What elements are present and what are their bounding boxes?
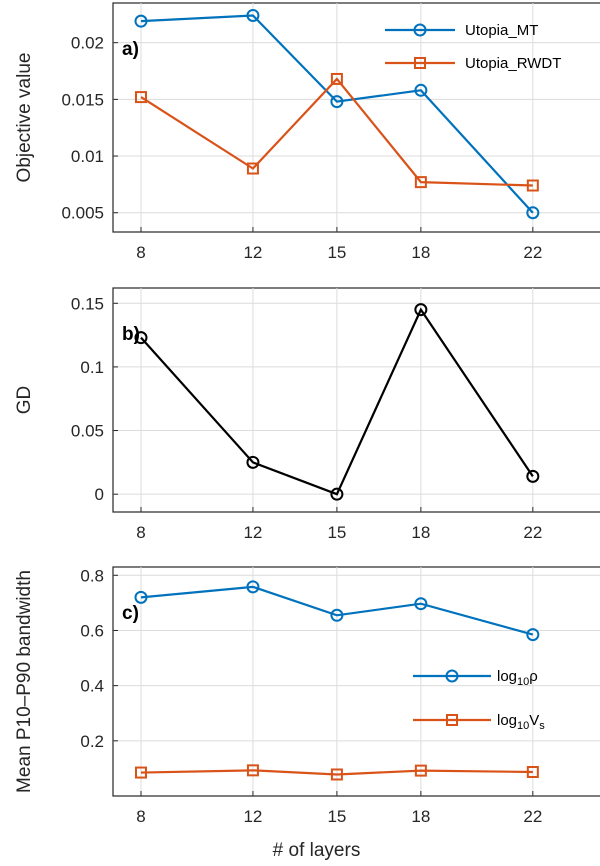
series-line-1 xyxy=(140,14,534,214)
legend-entry-text: log10ρ xyxy=(497,668,538,688)
x-tick-label: 8 xyxy=(136,807,145,826)
data-point xyxy=(526,206,540,220)
y-tick-label: 0.02 xyxy=(71,34,104,53)
data-point xyxy=(526,469,540,483)
series-line-2 xyxy=(140,769,533,776)
x-tick-label: 22 xyxy=(523,523,542,542)
data-point xyxy=(246,8,260,22)
y-tick-label: 0.1 xyxy=(80,358,104,377)
x-tick-label: 18 xyxy=(411,243,430,262)
y-tick-label: 0.4 xyxy=(80,677,104,696)
plot-area xyxy=(112,2,600,233)
data-point xyxy=(414,764,427,777)
x-tick-label: 22 xyxy=(523,807,542,826)
data-point xyxy=(526,765,539,778)
y-tick-label: 0 xyxy=(95,485,104,504)
series-line-1 xyxy=(140,307,534,496)
plot-area xyxy=(112,566,600,797)
panel-label: c) xyxy=(122,603,139,624)
x-tick-label: 12 xyxy=(243,243,262,262)
x-tick-label: 8 xyxy=(136,523,145,542)
data-point xyxy=(526,179,539,192)
x-tick-label: 15 xyxy=(327,807,346,826)
data-point xyxy=(414,176,427,189)
y-axis-label: GD xyxy=(14,386,35,415)
data-point xyxy=(246,162,259,175)
data-point xyxy=(134,590,148,604)
chart-panel-3: 8 12 15 18 22 0.2 0.4 0.6 0.8 Mean P10–P90 bandwi… xyxy=(14,566,600,861)
x-tick-label: 18 xyxy=(411,807,430,826)
data-point xyxy=(414,597,428,611)
data-point xyxy=(246,580,260,594)
data-point xyxy=(414,303,428,317)
data-point xyxy=(134,331,148,345)
data-point xyxy=(330,72,343,85)
data-point xyxy=(246,455,260,469)
y-tick-label: 0.005 xyxy=(61,204,104,223)
data-point xyxy=(330,95,344,109)
y-tick-label: 0.8 xyxy=(80,566,104,585)
x-tick-label: 15 xyxy=(327,243,346,262)
legend-marker xyxy=(446,714,458,726)
series-line-1 xyxy=(140,585,534,636)
data-point xyxy=(526,628,540,642)
data-point xyxy=(414,83,428,97)
x-tick-label: 8 xyxy=(136,243,145,262)
y-axis-label: Objective value xyxy=(14,53,35,183)
y-tick-label: 0.015 xyxy=(61,90,104,109)
legend-entry-text: log10Vs xyxy=(497,712,545,732)
data-point xyxy=(246,764,259,777)
x-axis-label: # of layers xyxy=(273,840,361,861)
x-tick-label: 12 xyxy=(243,523,262,542)
data-point xyxy=(134,766,147,779)
legend-entry-text: Utopia_RWDT xyxy=(465,55,561,72)
y-axis-label: Mean P10–P90 bandwidth xyxy=(14,570,35,793)
chart-panel-1: 8 12 15 18 22 0.005 0.01 0.015 0.02 Objective val… xyxy=(14,2,600,262)
legend-entry-text: Utopia_MT xyxy=(465,22,538,39)
y-tick-label: 0.01 xyxy=(71,147,104,166)
panel-label: b) xyxy=(122,324,140,345)
panel-label: a) xyxy=(122,39,139,60)
y-tick-label: 0.6 xyxy=(80,621,104,640)
x-tick-label: 18 xyxy=(411,523,430,542)
data-point xyxy=(330,487,344,501)
series-line-2 xyxy=(140,77,533,187)
plot-area xyxy=(112,287,600,513)
data-point xyxy=(134,91,147,104)
y-tick-label: 0.2 xyxy=(80,732,104,751)
data-point xyxy=(330,608,344,622)
chart-panel-2: 8 12 15 18 22 0 0.05 0.1 0.15 GD b) xyxy=(14,287,600,542)
data-point xyxy=(330,768,343,781)
legend-marker xyxy=(414,57,426,69)
y-tick-label: 0.15 xyxy=(71,294,104,313)
x-tick-label: 15 xyxy=(327,523,346,542)
legend-marker xyxy=(413,23,427,37)
x-tick-label: 12 xyxy=(243,807,262,826)
legend-marker xyxy=(445,669,459,683)
y-tick-label: 0.05 xyxy=(71,422,104,441)
x-tick-label: 22 xyxy=(523,243,542,262)
data-point xyxy=(134,14,148,28)
